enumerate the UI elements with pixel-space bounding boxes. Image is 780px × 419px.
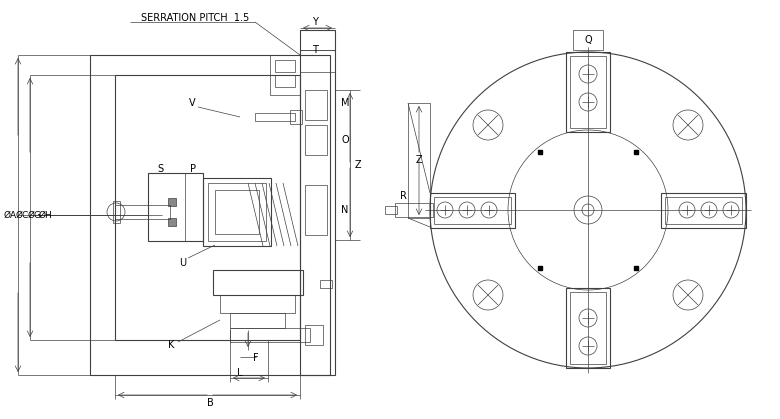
Bar xyxy=(148,173,203,241)
Bar xyxy=(566,52,610,132)
Text: N: N xyxy=(342,205,349,215)
Bar xyxy=(305,125,327,155)
Bar xyxy=(168,218,176,226)
Bar xyxy=(113,201,120,223)
Bar xyxy=(220,295,295,313)
Bar xyxy=(300,50,335,72)
Bar xyxy=(385,206,397,214)
Bar xyxy=(275,75,295,87)
Text: Z: Z xyxy=(416,155,422,165)
Bar xyxy=(275,60,295,72)
Bar xyxy=(305,325,323,345)
Bar xyxy=(570,56,606,128)
Bar xyxy=(270,55,300,95)
Bar xyxy=(395,203,433,217)
Bar xyxy=(300,30,335,375)
Bar xyxy=(573,30,603,50)
Text: R: R xyxy=(399,191,406,201)
Bar xyxy=(434,197,511,224)
Text: O: O xyxy=(341,135,349,145)
Bar xyxy=(168,198,176,206)
Bar xyxy=(570,292,606,364)
Text: K: K xyxy=(168,340,175,350)
Bar xyxy=(300,30,335,50)
Bar xyxy=(115,75,300,340)
Text: Y: Y xyxy=(312,17,318,27)
Text: ØG: ØG xyxy=(28,210,42,220)
Text: SERRATION PITCH  1.5: SERRATION PITCH 1.5 xyxy=(141,13,249,23)
Bar xyxy=(230,328,310,342)
Bar xyxy=(230,313,285,328)
Bar xyxy=(305,90,327,120)
Bar xyxy=(408,103,430,218)
Bar xyxy=(115,205,170,219)
Text: ØA: ØA xyxy=(3,210,16,220)
Text: ØC: ØC xyxy=(16,210,29,220)
Text: L: L xyxy=(237,368,243,378)
Bar xyxy=(290,110,302,124)
Bar xyxy=(305,185,327,235)
Text: T: T xyxy=(312,45,318,55)
Bar xyxy=(661,193,746,228)
Bar xyxy=(90,55,330,375)
Bar xyxy=(320,280,332,288)
Bar xyxy=(215,190,259,234)
Text: B: B xyxy=(207,398,214,408)
Bar xyxy=(208,183,266,241)
Text: Q: Q xyxy=(584,35,592,45)
Text: U: U xyxy=(179,258,186,268)
Bar xyxy=(255,113,295,121)
Bar xyxy=(213,270,303,295)
Text: F: F xyxy=(254,353,259,363)
Bar xyxy=(430,193,515,228)
Text: ØH: ØH xyxy=(38,210,52,220)
Text: M: M xyxy=(341,98,349,108)
Text: P: P xyxy=(190,164,196,174)
Text: V: V xyxy=(189,98,195,108)
Text: S: S xyxy=(157,164,163,174)
Text: Z: Z xyxy=(355,160,361,170)
Bar xyxy=(665,197,742,224)
Bar xyxy=(203,178,271,246)
Bar xyxy=(566,288,610,368)
